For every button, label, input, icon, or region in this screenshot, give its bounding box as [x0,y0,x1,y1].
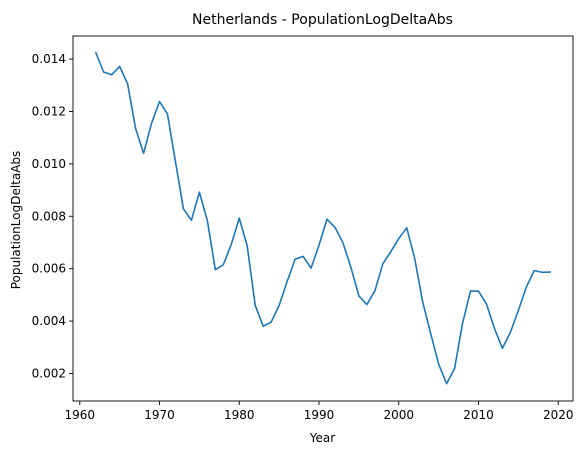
y-tick-label: 0.010 [32,157,66,171]
y-axis-label: PopulationLogDeltaAbs [9,151,23,290]
x-tick-label: 2020 [543,408,574,422]
x-tick-label: 2010 [463,408,494,422]
x-tick-label: 1960 [65,408,96,422]
plot-frame [72,35,574,402]
x-axis-label: Year [309,431,335,445]
x-tick-label: 1980 [224,408,255,422]
y-tick-label: 0.002 [32,366,66,380]
x-tick-label: 2000 [383,408,414,422]
y-tick-label: 0.014 [32,52,66,66]
x-tick-label: 1970 [144,408,175,422]
y-tick-label: 0.012 [32,104,66,118]
y-tick-label: 0.004 [32,314,66,328]
y-tick-label: 0.008 [32,209,66,223]
x-tick-label: 1990 [304,408,335,422]
y-tick-label: 0.006 [32,262,66,276]
series-line-1 [94,51,552,385]
chart-title: Netherlands - PopulationLogDeltaAbs [192,12,453,28]
